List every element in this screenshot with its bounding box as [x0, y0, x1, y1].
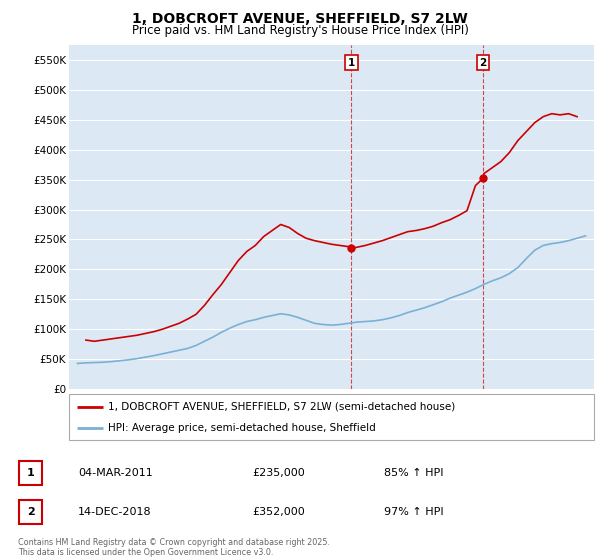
FancyBboxPatch shape	[69, 394, 594, 440]
Text: £352,000: £352,000	[252, 507, 305, 517]
Text: Price paid vs. HM Land Registry's House Price Index (HPI): Price paid vs. HM Land Registry's House …	[131, 24, 469, 36]
Text: 2: 2	[479, 58, 487, 68]
Text: 85% ↑ HPI: 85% ↑ HPI	[384, 468, 443, 478]
Text: 04-MAR-2011: 04-MAR-2011	[78, 468, 153, 478]
FancyBboxPatch shape	[19, 461, 42, 486]
FancyBboxPatch shape	[19, 500, 42, 525]
Text: 14-DEC-2018: 14-DEC-2018	[78, 507, 152, 517]
Text: £235,000: £235,000	[252, 468, 305, 478]
Text: 1: 1	[347, 58, 355, 68]
Text: Contains HM Land Registry data © Crown copyright and database right 2025.
This d: Contains HM Land Registry data © Crown c…	[18, 538, 330, 557]
Text: 2: 2	[27, 507, 34, 517]
Text: 1, DOBCROFT AVENUE, SHEFFIELD, S7 2LW (semi-detached house): 1, DOBCROFT AVENUE, SHEFFIELD, S7 2LW (s…	[109, 402, 455, 412]
Text: 97% ↑ HPI: 97% ↑ HPI	[384, 507, 443, 517]
Text: HPI: Average price, semi-detached house, Sheffield: HPI: Average price, semi-detached house,…	[109, 423, 376, 433]
Text: 1: 1	[27, 468, 34, 478]
Text: 1, DOBCROFT AVENUE, SHEFFIELD, S7 2LW: 1, DOBCROFT AVENUE, SHEFFIELD, S7 2LW	[132, 12, 468, 26]
